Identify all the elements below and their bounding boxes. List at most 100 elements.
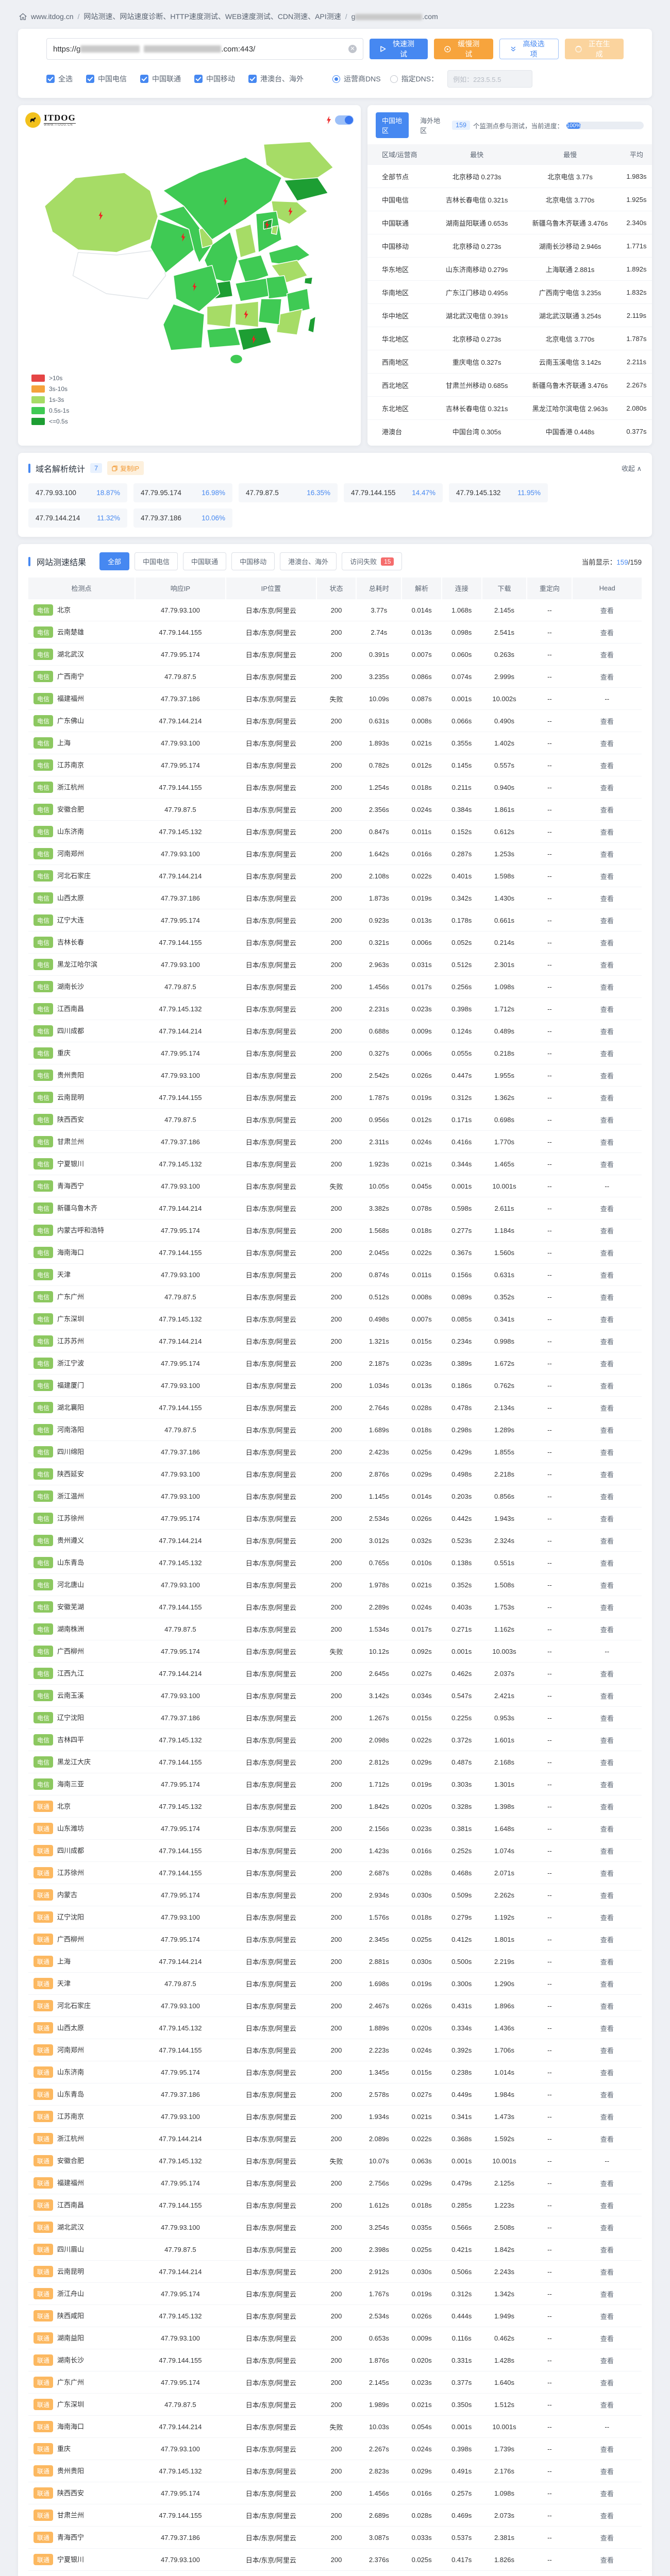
head-view-link[interactable]: 查看 — [600, 1603, 614, 1612]
head-view-link[interactable]: 查看 — [600, 1559, 614, 1567]
head-view-link[interactable]: 查看 — [600, 651, 614, 659]
head-view-link[interactable]: 查看 — [600, 961, 614, 969]
filter-港澳台、海外[interactable]: 港澳台、海外 — [280, 552, 337, 570]
head-view-link[interactable]: 查看 — [600, 1448, 614, 1456]
filter-中国移动[interactable]: 中国移动 — [231, 552, 275, 570]
head-view-link[interactable]: 查看 — [600, 717, 614, 725]
head-view-link[interactable]: 查看 — [600, 2113, 614, 2121]
checkbox-港澳台、海外[interactable]: 港澳台、海外 — [248, 74, 304, 84]
radio-isp-dns[interactable]: 运营商DNS — [332, 74, 381, 84]
head-view-link[interactable]: 查看 — [600, 2246, 614, 2254]
head-view-link[interactable]: 查看 — [600, 1980, 614, 1988]
ip-chip[interactable]: 47.79.93.100 18.87% — [28, 483, 127, 502]
head-view-link[interactable]: 查看 — [600, 1249, 614, 1257]
head-view-link[interactable]: 查看 — [600, 1205, 614, 1213]
head-view-link[interactable]: 查看 — [600, 2312, 614, 2320]
head-view-link[interactable]: 查看 — [600, 806, 614, 814]
head-view-link[interactable]: 查看 — [600, 2401, 614, 2409]
filter-中国电信[interactable]: 中国电信 — [135, 552, 178, 570]
advanced-options-button[interactable]: 高级选项 — [499, 39, 559, 59]
head-view-link[interactable]: 查看 — [600, 2512, 614, 2520]
head-view-link[interactable]: 查看 — [600, 2467, 614, 2476]
head-view-link[interactable]: 查看 — [600, 1758, 614, 1767]
head-view-link[interactable]: 查看 — [600, 983, 614, 991]
head-view-link[interactable]: 查看 — [600, 2002, 614, 2010]
head-view-link[interactable]: 查看 — [600, 1426, 614, 1434]
head-view-link[interactable]: 查看 — [600, 1847, 614, 1855]
head-view-link[interactable]: 查看 — [600, 1781, 614, 1789]
map-flash-toggle[interactable] — [335, 115, 354, 125]
ip-chip[interactable]: 47.79.37.186 10.06% — [133, 509, 232, 528]
head-view-link[interactable]: 查看 — [600, 1825, 614, 1833]
head-view-link[interactable]: 查看 — [600, 1537, 614, 1545]
head-view-link[interactable]: 查看 — [600, 629, 614, 637]
head-view-link[interactable]: 查看 — [600, 894, 614, 903]
head-view-link[interactable]: 查看 — [600, 2069, 614, 2077]
head-view-link[interactable]: 查看 — [600, 673, 614, 681]
head-view-link[interactable]: 查看 — [600, 2091, 614, 2099]
head-view-link[interactable]: 查看 — [600, 2290, 614, 2298]
slow-test-button[interactable]: 缓慢测试 — [434, 39, 493, 59]
head-view-link[interactable]: 查看 — [600, 1227, 614, 1235]
head-view-link[interactable]: 查看 — [600, 1714, 614, 1722]
head-view-link[interactable]: 查看 — [600, 2534, 614, 2542]
head-view-link[interactable]: 查看 — [600, 1404, 614, 1412]
breadcrumb-site[interactable]: www.itdog.cn — [31, 12, 74, 21]
head-view-link[interactable]: 查看 — [600, 1072, 614, 1080]
head-view-link[interactable]: 查看 — [600, 1913, 614, 1922]
head-view-link[interactable]: 查看 — [600, 1670, 614, 1678]
custom-dns-input[interactable]: 例如：223.5.5.5 — [447, 70, 533, 88]
head-view-link[interactable]: 查看 — [600, 2357, 614, 2365]
tab-china-region[interactable]: 中国地区 — [376, 112, 409, 138]
checkbox-中国电信[interactable]: 中国电信 — [86, 74, 127, 84]
head-view-link[interactable]: 查看 — [600, 1692, 614, 1700]
head-view-link[interactable]: 查看 — [600, 784, 614, 792]
quick-test-button[interactable]: 快速测试 — [370, 39, 428, 59]
head-view-link[interactable]: 查看 — [600, 850, 614, 858]
head-view-link[interactable]: 查看 — [600, 939, 614, 947]
head-view-link[interactable]: 查看 — [600, 1027, 614, 1036]
head-view-link[interactable]: 查看 — [600, 1803, 614, 1811]
filter-访问失败[interactable]: 访问失败 15 — [342, 552, 403, 570]
head-view-link[interactable]: 查看 — [600, 2224, 614, 2232]
head-view-link[interactable]: 查看 — [600, 1315, 614, 1324]
head-view-link[interactable]: 查看 — [600, 1382, 614, 1390]
head-view-link[interactable]: 查看 — [600, 1958, 614, 1966]
head-view-link[interactable]: 查看 — [600, 872, 614, 880]
head-view-link[interactable]: 查看 — [600, 2556, 614, 2564]
checkbox-全选[interactable]: 全选 — [46, 74, 73, 84]
head-view-link[interactable]: 查看 — [600, 1581, 614, 1589]
head-view-link[interactable]: 查看 — [600, 2489, 614, 2498]
head-view-link[interactable]: 查看 — [600, 828, 614, 836]
head-view-link[interactable]: 查看 — [600, 1271, 614, 1279]
clear-input-icon[interactable]: ✕ — [348, 45, 357, 53]
head-view-link[interactable]: 查看 — [600, 606, 614, 615]
ip-chip[interactable]: 47.79.145.132 11.95% — [449, 483, 548, 502]
head-view-link[interactable]: 查看 — [600, 1160, 614, 1168]
copy-ip-button[interactable]: 复制IP — [107, 461, 144, 475]
head-view-link[interactable]: 查看 — [600, 1293, 614, 1301]
head-view-link[interactable]: 查看 — [600, 2379, 614, 2387]
checkbox-中国移动[interactable]: 中国移动 — [194, 74, 235, 84]
head-view-link[interactable]: 查看 — [600, 1869, 614, 1877]
filter-中国联通[interactable]: 中国联通 — [183, 552, 227, 570]
tab-overseas-region[interactable]: 海外地区 — [420, 117, 441, 134]
head-view-link[interactable]: 查看 — [600, 2046, 614, 2055]
filter-全部[interactable]: 全部 — [99, 552, 130, 570]
head-view-link[interactable]: 查看 — [600, 2179, 614, 2188]
collapse-link[interactable]: 收起 ∧ — [621, 465, 642, 472]
head-view-link[interactable]: 查看 — [600, 1515, 614, 1523]
china-map[interactable] — [25, 129, 353, 371]
head-view-link[interactable]: 查看 — [600, 2201, 614, 2210]
head-view-link[interactable]: 查看 — [600, 1138, 614, 1146]
head-view-link[interactable]: 查看 — [600, 1116, 614, 1124]
head-view-link[interactable]: 查看 — [600, 2334, 614, 2343]
ip-chip[interactable]: 47.79.144.214 11.32% — [28, 509, 127, 528]
head-view-link[interactable]: 查看 — [600, 1005, 614, 1013]
url-input[interactable]: https://g .com:443/ ✕ — [46, 38, 363, 60]
head-view-link[interactable]: 查看 — [600, 2024, 614, 2032]
head-view-link[interactable]: 查看 — [600, 1049, 614, 1058]
head-view-link[interactable]: 查看 — [600, 1493, 614, 1501]
head-view-link[interactable]: 查看 — [600, 761, 614, 770]
head-view-link[interactable]: 查看 — [600, 1470, 614, 1479]
